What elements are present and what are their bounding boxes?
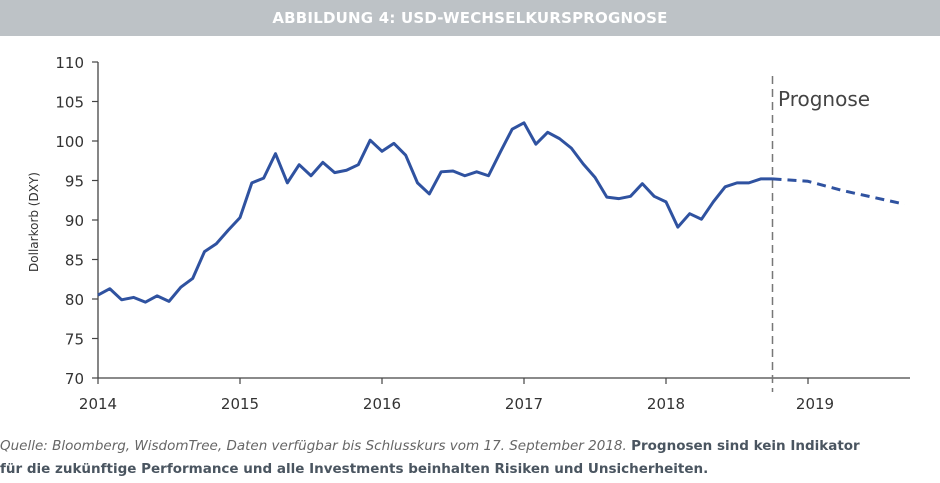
x-tick-label: 2017: [505, 395, 543, 413]
x-tick-label: 2014: [79, 395, 117, 413]
y-tick-label: 80: [65, 291, 84, 309]
x-tick-label: 2018: [647, 395, 685, 413]
disclaimer-text-2: für die zukünftige Performance und alle …: [0, 461, 709, 477]
x-tick-label: 2016: [363, 395, 401, 413]
y-tick-label: 75: [65, 331, 84, 349]
y-tick-label: 110: [55, 54, 84, 72]
dxy-history-line: [97, 121, 773, 304]
y-tick-label: 90: [65, 212, 84, 230]
source-text: Quelle: Bloomberg, WisdomTree, Daten ver…: [0, 438, 627, 454]
y-axis-label: Dollarkorb (DXY): [27, 172, 41, 272]
y-tick-label: 85: [65, 252, 84, 270]
source-note: Quelle: Bloomberg, WisdomTree, Daten ver…: [0, 438, 860, 454]
figure-title: ABBILDUNG 4: USD-WECHSELKURSPROGNOSE: [272, 9, 668, 27]
y-tick-label: 70: [65, 370, 84, 388]
forecast-label: Prognose: [778, 87, 870, 111]
y-tick-label: 105: [55, 94, 84, 112]
forecast-line: [772, 177, 905, 206]
x-tick-label: 2019: [796, 395, 834, 413]
figure-header: ABBILDUNG 4: USD-WECHSELKURSPROGNOSE: [0, 0, 940, 36]
x-tick-label: 2015: [221, 395, 259, 413]
disclaimer-text-1: Prognosen sind kein Indikator: [631, 438, 860, 454]
y-tick-label: 95: [65, 173, 84, 191]
y-tick-label: 100: [55, 133, 84, 151]
